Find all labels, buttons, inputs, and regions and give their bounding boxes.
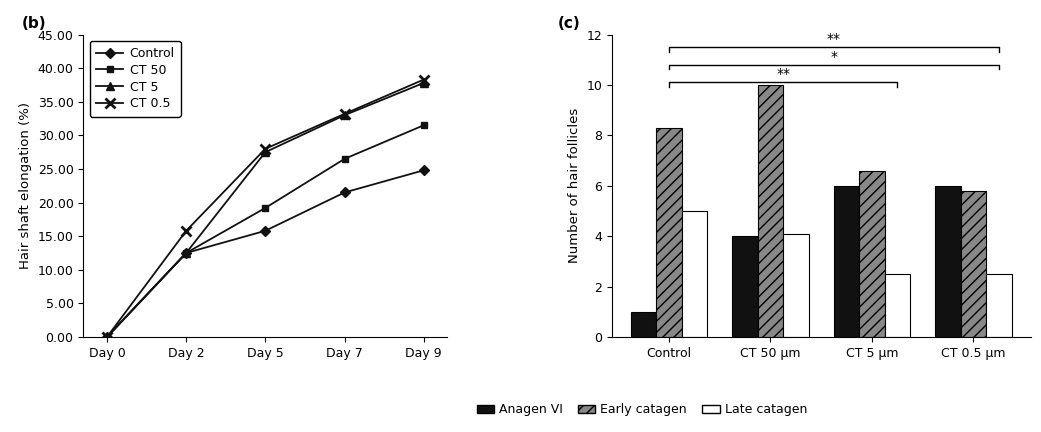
- Line: CT 0.5: CT 0.5: [102, 75, 429, 342]
- Text: (b): (b): [22, 16, 46, 32]
- Line: CT 5: CT 5: [103, 79, 428, 341]
- Control: [338, 190, 351, 195]
- Bar: [986, 274, 1012, 337]
- Bar: [631, 312, 656, 337]
- Control: [101, 334, 113, 340]
- Bar: [682, 211, 707, 337]
- Bar: [656, 128, 682, 337]
- CT 50: [259, 205, 272, 210]
- Bar: [733, 236, 758, 337]
- CT 0.5: [417, 77, 430, 82]
- Bar: [758, 85, 783, 337]
- Text: *: *: [831, 50, 837, 64]
- Bar: [859, 171, 885, 337]
- Text: **: **: [777, 67, 790, 81]
- Bar: [783, 234, 809, 337]
- Line: CT 50: CT 50: [103, 122, 427, 340]
- Legend: Anagen VI, Early catagen, Late catagen: Anagen VI, Early catagen, Late catagen: [472, 398, 812, 422]
- CT 0.5: [180, 228, 193, 233]
- Control: [259, 228, 272, 233]
- Legend: Control, CT 50, CT 5, CT 0.5: Control, CT 50, CT 5, CT 0.5: [90, 41, 181, 117]
- Line: Control: Control: [103, 167, 427, 340]
- Text: (c): (c): [557, 16, 580, 32]
- CT 5: [180, 251, 193, 256]
- CT 5: [101, 334, 113, 340]
- CT 5: [259, 149, 272, 155]
- Y-axis label: Number of hair follicles: Number of hair follicles: [567, 108, 581, 264]
- CT 5: [417, 80, 430, 86]
- Bar: [885, 274, 910, 337]
- CT 50: [101, 334, 113, 340]
- CT 0.5: [259, 146, 272, 151]
- CT 0.5: [101, 334, 113, 340]
- Bar: [961, 191, 986, 337]
- CT 5: [338, 113, 351, 118]
- Control: [180, 251, 193, 256]
- Bar: [834, 186, 859, 337]
- Bar: [936, 186, 961, 337]
- CT 50: [417, 123, 430, 128]
- Y-axis label: Hair shaft elongation (%): Hair shaft elongation (%): [19, 102, 32, 269]
- Control: [417, 168, 430, 173]
- Text: **: **: [827, 32, 841, 46]
- CT 50: [180, 251, 193, 256]
- CT 0.5: [338, 111, 351, 117]
- CT 50: [338, 156, 351, 162]
